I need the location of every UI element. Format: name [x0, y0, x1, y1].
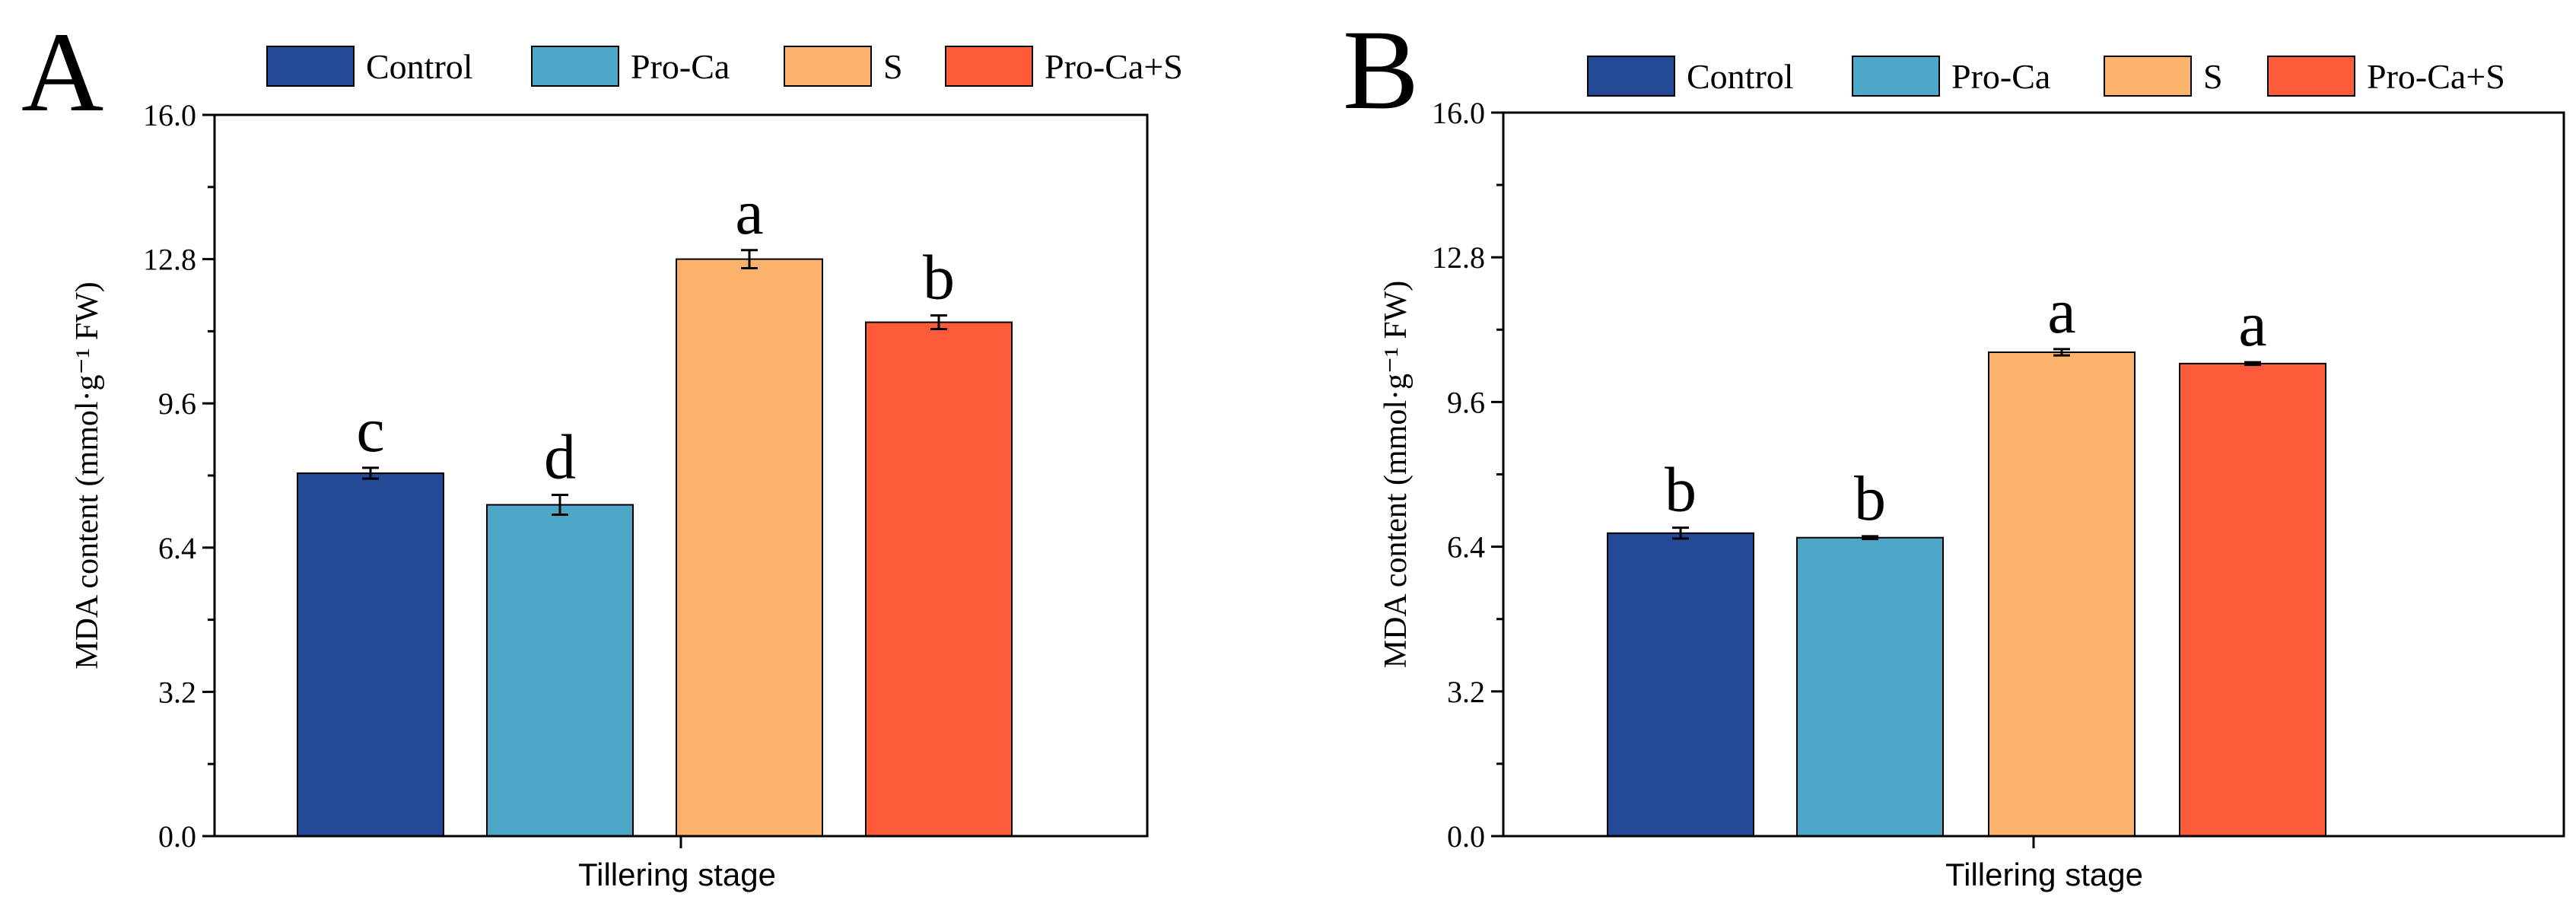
y-tick-label-1: 3.2: [158, 675, 196, 709]
significance-label-1: b: [1854, 463, 1886, 534]
error-bar-1: [552, 493, 568, 517]
legend-label-1: Pro-Ca: [1951, 57, 2050, 96]
legend-label-3: Pro-Ca+S: [1045, 47, 1183, 86]
legend-swatch-1: [531, 46, 619, 87]
bar-2: [676, 258, 823, 838]
legend-label-1: Pro-Ca: [631, 47, 730, 86]
legend-swatch-3: [2267, 56, 2355, 97]
legend-swatch-3: [945, 46, 1033, 87]
y-tick-label-5: 16.0: [143, 98, 196, 132]
y-tick-label-5: 16.0: [1432, 96, 1485, 130]
error-bar-2: [741, 249, 758, 269]
legend-label-0: Control: [366, 47, 473, 86]
y-tick-label-2: 6.4: [1447, 530, 1485, 565]
bar-0: [297, 472, 444, 837]
panel-a: A Control Pro-Ca S Pro-Ca+S c d a b 0.0 3.2 6.4 9.6 1…: [21, 9, 1183, 892]
y-axis-title: MDA content (mmol·g⁻¹ FW): [70, 281, 105, 670]
error-bar-0: [1672, 526, 1689, 540]
significance-label-0: c: [356, 395, 384, 466]
x-axis-title: Tillering stage: [578, 857, 776, 892]
legend-swatch-0: [1587, 56, 1675, 97]
legend-swatch-1: [1852, 56, 1940, 97]
y-tick-label-0: 0.0: [158, 819, 196, 854]
panel-letter: B: [1343, 7, 1419, 133]
y-tick-label-4: 12.8: [1432, 240, 1485, 275]
panel-b: B Control Pro-Ca S Pro-Ca+S b b a a 0.0 3.2 6.4 9.6 1…: [1343, 7, 2565, 892]
y-tick-label-3: 9.6: [158, 386, 196, 421]
legend-label-2: S: [883, 47, 903, 86]
y-tick-label-1: 3.2: [1447, 675, 1485, 709]
y-axis-title: MDA content (mmol·g⁻¹ FW): [1379, 281, 1414, 669]
significance-label-0: b: [1665, 455, 1697, 526]
panel-letter: A: [21, 9, 103, 135]
bar-1: [486, 504, 634, 837]
bar-0: [1607, 532, 1754, 837]
significance-label-3: a: [2238, 289, 2266, 360]
significance-label-2: a: [2047, 276, 2075, 347]
legend-label-2: S: [2203, 57, 2223, 96]
error-bar-3: [2244, 361, 2261, 367]
legend-swatch-0: [266, 46, 355, 87]
y-tick-label-4: 12.8: [143, 243, 196, 277]
y-tick-label-0: 0.0: [1447, 819, 1485, 854]
error-bar-1: [1862, 535, 1878, 540]
x-axis-title: Tillering stage: [1945, 857, 2143, 892]
error-bar-2: [2053, 348, 2070, 357]
significance-label-2: a: [735, 177, 763, 248]
y-tick-label-2: 6.4: [158, 531, 196, 565]
legend-label-0: Control: [1687, 57, 1794, 96]
error-bar-0: [362, 466, 379, 480]
significance-label-3: b: [923, 243, 955, 313]
bar-3: [2179, 362, 2326, 837]
legend-swatch-2: [2104, 56, 2192, 97]
significance-label-1: d: [544, 421, 576, 492]
error-bar-3: [930, 314, 947, 330]
bar-3: [865, 321, 1013, 837]
legend-swatch-2: [784, 46, 872, 87]
legend-label-3: Pro-Ca+S: [2367, 57, 2505, 96]
bar-2: [1988, 351, 2136, 837]
bar-1: [1796, 536, 1944, 838]
y-tick-label-3: 9.6: [1447, 385, 1485, 419]
